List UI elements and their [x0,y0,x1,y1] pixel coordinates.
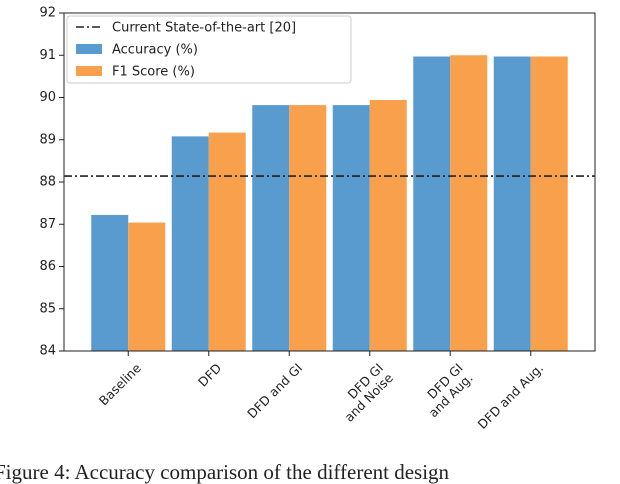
y-tick-label: 92 [39,6,56,21]
legend-label: F1 Score (%) [112,65,195,80]
bar [252,105,290,351]
bar [208,132,246,351]
bar [171,136,209,351]
y-tick-label: 91 [39,48,56,63]
y-tick-label: 85 [39,301,56,316]
bar [128,222,166,351]
bar [450,55,488,351]
bar [289,105,327,351]
legend-box [66,15,352,84]
bar [332,105,370,351]
y-tick-label: 86 [39,259,56,274]
y-tick-label: 90 [39,90,56,105]
legend-label: Accuracy (%) [112,43,198,58]
y-tick-label: 84 [39,344,56,359]
legend-label: Current State-of-the-art [20] [112,21,296,36]
caption: Figure 4: Accuracy comparison of the dif… [0,460,450,484]
legend-swatch [76,44,102,54]
bar [369,100,407,351]
y-tick-label: 89 [39,132,56,147]
bar [413,56,451,351]
bar [91,214,129,351]
bar [493,56,531,351]
legend-swatch [76,66,102,76]
axes-frame [63,12,596,352]
y-tick-label: 87 [39,217,56,232]
y-tick-label: 88 [39,175,56,190]
bar [530,56,568,351]
